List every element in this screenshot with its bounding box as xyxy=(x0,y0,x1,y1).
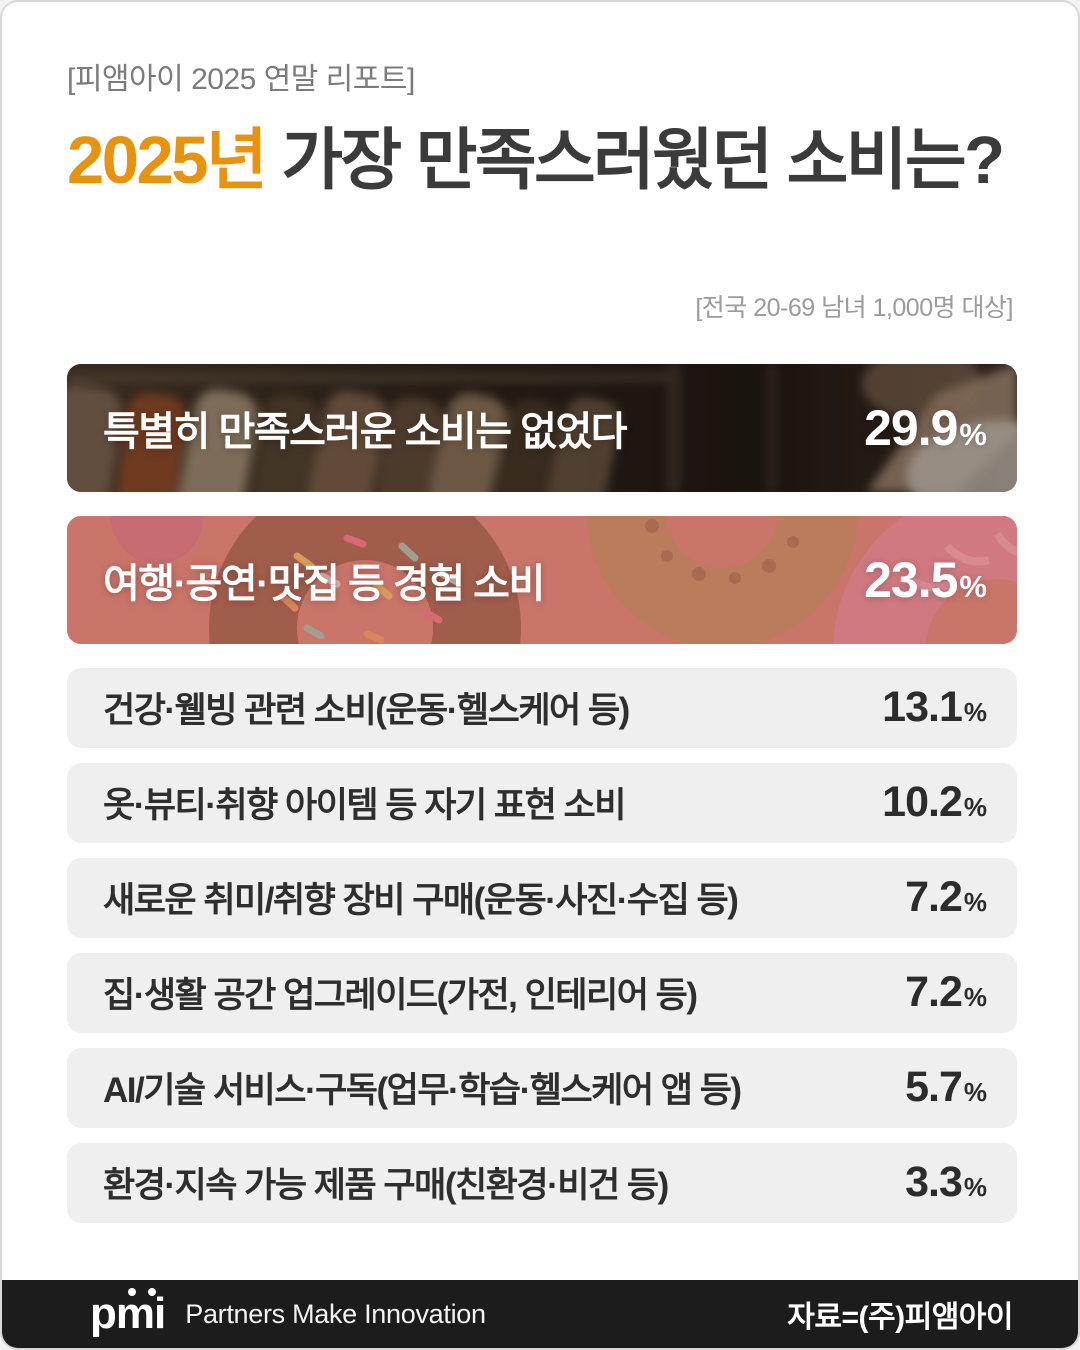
percent-sign: % xyxy=(963,1172,987,1203)
clothing-rack-photo xyxy=(67,363,1017,492)
bar-value-number: 7.2 xyxy=(905,968,963,1017)
bar-value: 5.7% xyxy=(905,1063,987,1112)
bar-row-ai-tech-subscription: AI/기술 서비스·구독(업무·학습·헬스케어 앱 등) 5.7% xyxy=(67,1047,1017,1128)
percent-sign: % xyxy=(963,982,987,1013)
data-source-credit: 자료=(주)피앰아이 xyxy=(787,1301,1013,1334)
survey-sample-note: [전국 20-69 남녀 1,000명 대상] xyxy=(695,293,1013,322)
bar-label: AI/기술 서비스·구독(업무·학습·헬스케어 앱 등) xyxy=(103,1071,742,1111)
page-title-rest: 가장 만족스러웠던 소비는? xyxy=(265,123,1005,198)
pmi-logo: pmi xyxy=(90,1288,166,1338)
logo-person-dot-icon xyxy=(148,1288,156,1296)
bar-row-experience-spending: 여행·공연·맛집 등 경험 소비 23.5% xyxy=(67,515,1017,644)
bar-value: 7.2% xyxy=(905,968,987,1017)
bar-value-number: 3.3 xyxy=(905,1158,963,1207)
bar-value: 29.9% xyxy=(864,399,987,457)
footer-tagline: Partners Make Innovation xyxy=(185,1298,486,1329)
page-title: 2025년 가장 만족스러웠던 소비는? xyxy=(67,124,1013,198)
bar-value-number: 23.5 xyxy=(864,551,958,608)
bar-row-hobby-gear: 새로운 취미/취향 장비 구매(운동·사진·수집 등) 7.2% xyxy=(67,857,1017,938)
bar-row-home-upgrade: 집·생활 공간 업그레이드(가전, 인테리어 등) 7.2% xyxy=(67,952,1017,1033)
pmi-logo-text: pmi xyxy=(90,1289,166,1338)
bar-value: 7.2% xyxy=(905,873,987,922)
bar-row-no-satisfying-purchase: 특별히 만족스러운 소비는 없었다 29.9% xyxy=(67,363,1017,492)
bar-value-number: 5.7 xyxy=(905,1063,963,1112)
bar-value-number: 13.1 xyxy=(882,683,963,732)
bar-value: 13.1% xyxy=(882,683,987,732)
bar-chart: 특별히 만족스러운 소비는 없었다 29.9% xyxy=(67,363,1017,1223)
bar-label: 특별히 만족스러운 소비는 없었다 xyxy=(103,409,628,454)
bar-label: 집·생활 공간 업그레이드(가전, 인테리어 등) xyxy=(103,976,698,1016)
bar-label: 옷·뷰티·취향 아이템 등 자기 표현 소비 xyxy=(103,786,626,826)
logo-person-dot-icon xyxy=(128,1288,136,1296)
bar-value-number: 10.2 xyxy=(882,778,963,827)
bar-value: 3.3% xyxy=(905,1158,987,1207)
bar-value: 23.5% xyxy=(864,551,987,609)
bar-value-number: 29.9 xyxy=(864,399,958,456)
bar-label: 건강·웰빙 관련 소비(운동·헬스케어 등) xyxy=(103,691,630,731)
percent-sign: % xyxy=(963,697,987,728)
page-title-year-highlight: 2025년 xyxy=(67,123,268,198)
percent-sign: % xyxy=(963,1077,987,1108)
bar-row-health-wellbeing: 건강·웰빙 관련 소비(운동·헬스케어 등) 13.1% xyxy=(67,667,1017,748)
bar-label: 새로운 취미/취향 장비 구매(운동·사진·수집 등) xyxy=(103,881,739,921)
percent-sign: % xyxy=(963,887,987,918)
percent-sign: % xyxy=(959,416,987,452)
percent-sign: % xyxy=(963,792,987,823)
bar-label: 환경·지속 가능 제품 구매(친환경·비건 등) xyxy=(103,1166,669,1206)
footer-bar: pmi Partners Make Innovation 자료=(주)피앰아이 xyxy=(2,1280,1078,1348)
bar-value-number: 7.2 xyxy=(905,873,963,922)
bar-row-self-expression: 옷·뷰티·취향 아이템 등 자기 표현 소비 10.2% xyxy=(67,762,1017,843)
report-eyebrow: [피앰아이 2025 연말 리포트] xyxy=(67,63,415,96)
bar-label: 여행·공연·맛집 등 경험 소비 xyxy=(103,561,545,606)
bar-value: 10.2% xyxy=(882,778,987,827)
bar-row-eco-sustainable: 환경·지속 가능 제품 구매(친환경·비건 등) 3.3% xyxy=(67,1142,1017,1223)
percent-sign: % xyxy=(959,568,987,604)
donuts-photo xyxy=(67,515,1017,644)
